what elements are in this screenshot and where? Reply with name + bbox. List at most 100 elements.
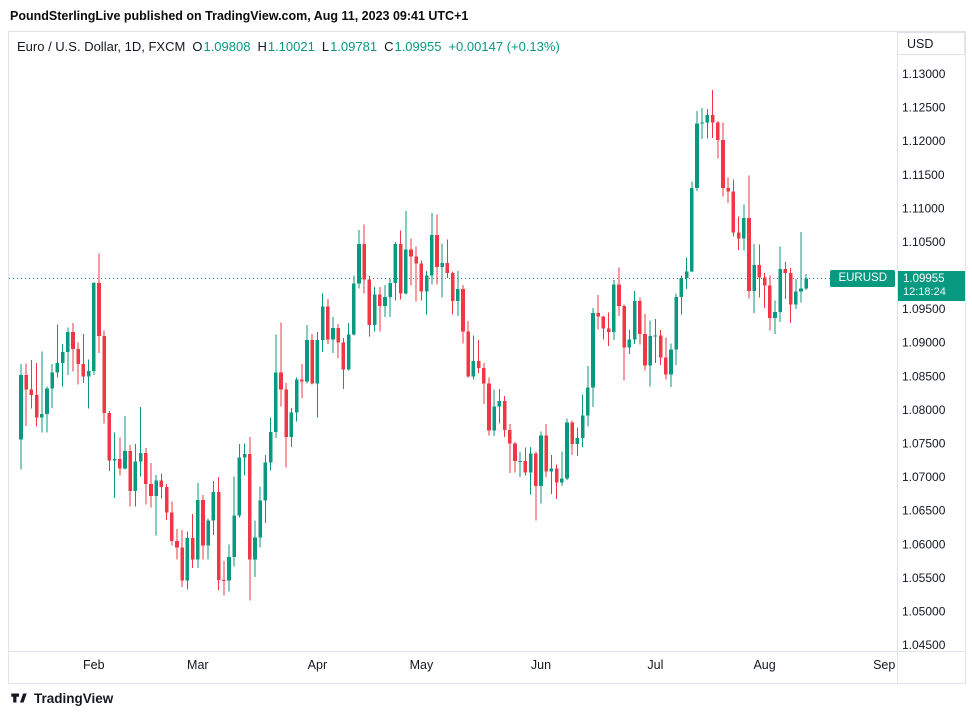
candle-body	[788, 272, 793, 305]
time-axis[interactable]: Feb Mar Apr May Jun Jul Aug Sep	[83, 658, 895, 672]
candle-body	[627, 339, 632, 348]
candle-body	[284, 389, 288, 437]
price-tick-label: 1.11000	[902, 201, 945, 215]
candle-body	[762, 277, 767, 286]
candle-body	[279, 372, 283, 390]
open-value: 1.09808	[203, 39, 251, 54]
candle-body	[508, 430, 512, 444]
time-tick-label: Apr	[308, 658, 327, 672]
candle-body	[632, 301, 637, 340]
candle-body	[664, 357, 668, 375]
last-price-badge: 1.09955 12:18:24	[898, 270, 965, 301]
time-tick-label: Mar	[187, 658, 209, 672]
time-tick-label: Jul	[647, 658, 663, 672]
candle-body	[430, 235, 434, 276]
candle-body	[248, 454, 252, 560]
chart-canvas[interactable]: 1.13000 1.12500 1.12000 1.11500 1.11000 1.105…	[9, 32, 965, 683]
candle-body	[513, 443, 517, 461]
candle-body	[206, 520, 210, 546]
candle-body	[190, 538, 195, 560]
candle-body	[586, 387, 590, 416]
candle-body	[606, 328, 611, 332]
candle-body	[742, 217, 746, 239]
candle-body	[643, 333, 647, 366]
candle-body	[128, 450, 132, 492]
candle-body	[367, 279, 372, 326]
candle-body	[695, 123, 699, 189]
candle-body	[34, 395, 39, 418]
symbol-title[interactable]: Euro / U.S. Dollar, 1D, FXCM	[17, 39, 186, 54]
candle-body	[554, 468, 559, 483]
time-tick-label: Sep	[873, 658, 895, 672]
candle-body	[528, 453, 533, 473]
price-tick-label: 1.13000	[902, 67, 946, 81]
price-axis[interactable]: 1.13000 1.12500 1.12000 1.11500 1.11000 1.105…	[902, 67, 946, 652]
candle-body	[320, 306, 325, 341]
candle-body	[242, 454, 247, 458]
candle-body	[721, 139, 725, 189]
candles-series	[19, 90, 808, 601]
price-tick-label: 1.08000	[902, 403, 946, 417]
low-value: 1.09781	[330, 39, 378, 54]
candle-body	[372, 294, 377, 326]
candle-body	[497, 401, 502, 407]
tradingview-logo-icon[interactable]	[10, 689, 28, 707]
candle-body	[55, 362, 60, 373]
candle-body	[773, 311, 777, 318]
candle-body	[92, 282, 96, 371]
candle-body	[40, 413, 44, 418]
candle-body	[159, 480, 164, 488]
candle-body	[76, 348, 80, 365]
bar-countdown: 12:18:24	[903, 285, 946, 298]
candle-body	[268, 432, 273, 463]
candle-body	[492, 406, 496, 431]
candle-body	[60, 352, 65, 363]
candle-body	[24, 374, 28, 390]
candle-body	[300, 379, 304, 382]
candle-body	[591, 313, 595, 388]
tradingview-brand-text[interactable]: TradingView	[34, 690, 114, 706]
candle-body	[86, 370, 91, 377]
candle-body	[393, 243, 398, 283]
candle-body	[97, 282, 101, 336]
low-label: L	[321, 39, 330, 54]
candle-body	[440, 262, 444, 267]
candle-body	[560, 478, 564, 483]
candle-body	[752, 264, 756, 291]
candle-body	[461, 288, 465, 332]
candle-body	[19, 374, 23, 440]
candle-body	[357, 243, 361, 284]
candle-body	[653, 335, 658, 337]
candle-body	[747, 217, 751, 291]
candle-body	[310, 340, 314, 384]
candle-body	[185, 538, 190, 581]
price-line-symbol-label: EURUSD	[830, 270, 895, 288]
candle-body	[778, 268, 782, 312]
open-label: O	[192, 39, 203, 54]
candle-body	[216, 491, 221, 580]
candle-body	[164, 487, 169, 513]
candle-body	[341, 342, 346, 370]
candle-body	[799, 288, 803, 292]
candle-body	[154, 480, 158, 496]
price-tick-label: 1.07000	[902, 470, 946, 484]
candle-body	[534, 453, 538, 486]
candle-body	[679, 278, 684, 298]
candle-body	[690, 188, 694, 272]
price-tick-label: 1.05000	[902, 604, 946, 618]
candle-body	[424, 275, 429, 292]
attribution-text: PoundSterlingLive published on TradingVi…	[10, 8, 469, 23]
candle-body	[658, 335, 663, 358]
candle-body	[289, 412, 294, 437]
time-tick-label: Feb	[83, 658, 105, 672]
candle-body	[476, 360, 481, 369]
candle-body	[768, 285, 772, 318]
candle-body	[471, 360, 476, 377]
change-value: +0.00147 (+0.13%)	[448, 39, 560, 54]
candle-body	[544, 435, 548, 472]
candle-body	[232, 515, 236, 558]
currency-selector-button[interactable]: USD	[897, 32, 965, 55]
candle-body	[445, 262, 450, 273]
candle-body	[601, 316, 606, 329]
